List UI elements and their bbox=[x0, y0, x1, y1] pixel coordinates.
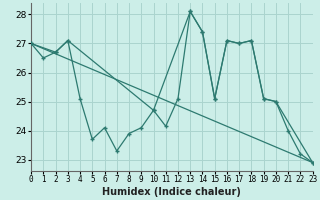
X-axis label: Humidex (Indice chaleur): Humidex (Indice chaleur) bbox=[102, 187, 241, 197]
